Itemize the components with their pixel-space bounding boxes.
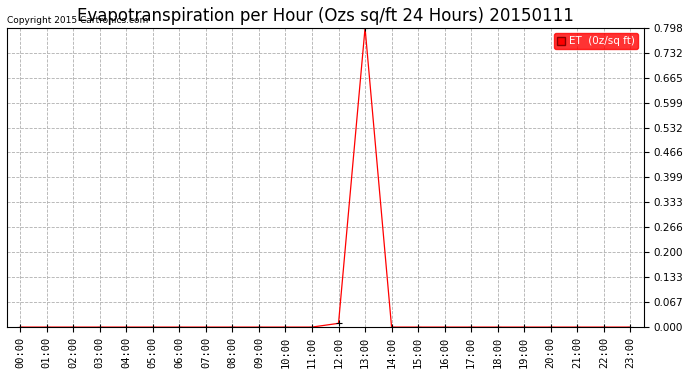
Legend: ET  (0z/sq ft): ET (0z/sq ft) xyxy=(554,33,638,50)
Title: Evapotranspiration per Hour (Ozs sq/ft 24 Hours) 20150111: Evapotranspiration per Hour (Ozs sq/ft 2… xyxy=(77,7,573,25)
Text: Copyright 2015 Cartronics.com: Copyright 2015 Cartronics.com xyxy=(7,16,148,25)
